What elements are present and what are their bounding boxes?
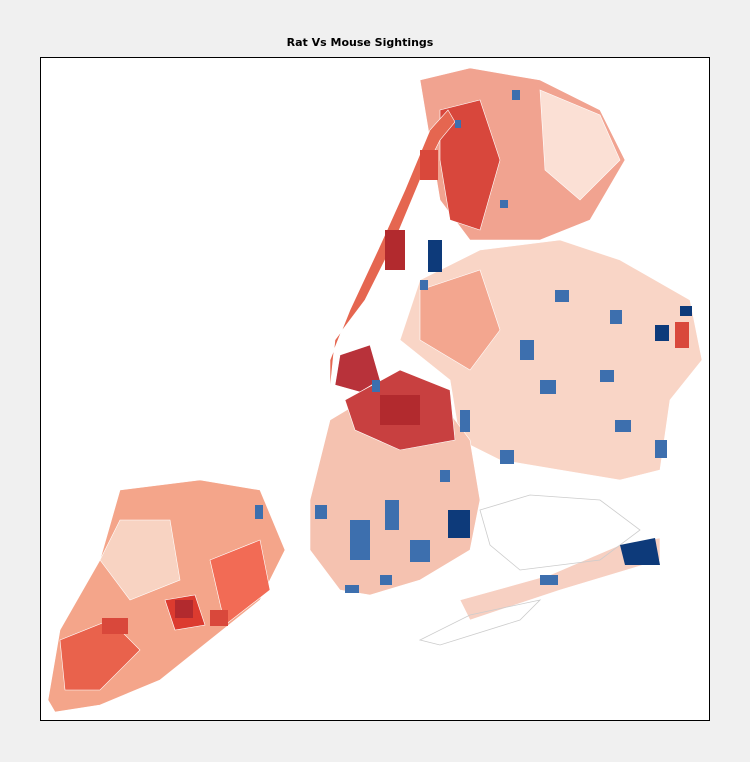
- region: [372, 380, 380, 392]
- bronx-area: [439, 99, 501, 231]
- region: [500, 450, 514, 464]
- region: [428, 240, 442, 272]
- region: [448, 510, 470, 538]
- region: [615, 420, 631, 432]
- region: [500, 200, 508, 208]
- region: [655, 325, 669, 341]
- region: [540, 575, 558, 585]
- region: [460, 410, 470, 432]
- region: [350, 520, 370, 560]
- outline-area: [418, 599, 542, 646]
- region: [540, 380, 556, 394]
- region: [600, 370, 614, 382]
- region: [420, 150, 438, 180]
- region: [440, 470, 450, 482]
- boroughs: [47, 67, 703, 713]
- region: [655, 440, 667, 458]
- staten-island-area: [59, 619, 141, 691]
- highlights: [102, 90, 692, 634]
- region: [315, 505, 327, 519]
- region: [420, 280, 428, 290]
- region: [512, 90, 520, 100]
- manhattan-area: [334, 344, 381, 393]
- region: [680, 306, 692, 316]
- rockaway: [459, 537, 661, 621]
- bronx-area: [539, 89, 621, 201]
- staten-island-area: [99, 519, 181, 601]
- region: [380, 395, 420, 425]
- region: [175, 600, 193, 618]
- region: [555, 290, 569, 302]
- region: [675, 322, 689, 348]
- region: [385, 230, 405, 270]
- region: [455, 120, 461, 128]
- region: [345, 585, 359, 593]
- region: [255, 505, 263, 519]
- queens-area: [419, 269, 501, 371]
- region: [385, 500, 399, 530]
- region: [610, 310, 622, 324]
- map-title: Rat Vs Mouse Sightings: [287, 36, 434, 49]
- region: [210, 610, 228, 626]
- region: [380, 575, 392, 585]
- region: [410, 540, 430, 562]
- staten-island-area: [209, 539, 271, 626]
- manhattan: [329, 109, 456, 391]
- region: [620, 538, 660, 565]
- region: [102, 618, 128, 634]
- region: [520, 340, 534, 360]
